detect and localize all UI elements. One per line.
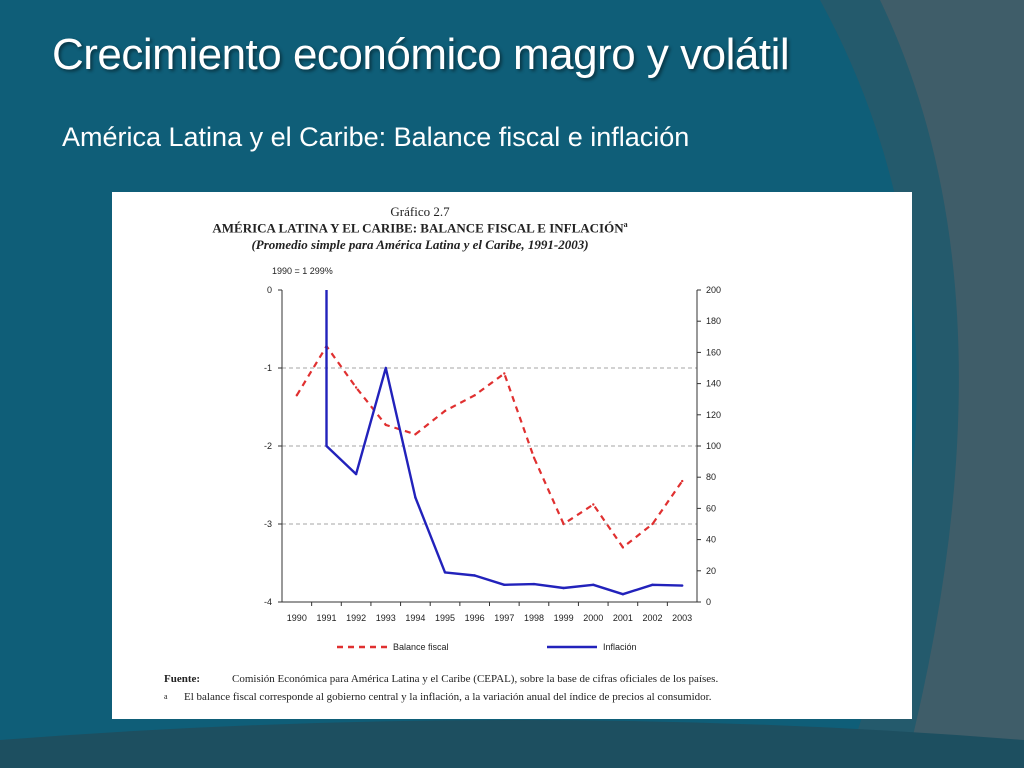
legend-label-inflacion: Inflación (603, 642, 637, 652)
left-tick-label: -2 (264, 441, 272, 451)
x-tick-label: 1998 (524, 613, 544, 623)
right-tick-label: 120 (706, 410, 721, 420)
source-line: Fuente: Comisión Económica para América L… (164, 670, 884, 688)
x-tick-label: 1999 (554, 613, 574, 623)
footnote-marker: a (164, 692, 168, 701)
right-tick-label: 60 (706, 503, 716, 513)
figure-subtitle: (Promedio simple para América Latina y e… (251, 237, 589, 252)
figure-number: Gráfico 2.7 (390, 204, 450, 219)
chart-plot: 0-1-2-3-42001801601401201008060402001990… (264, 285, 721, 652)
data-point-inflacion (325, 444, 328, 448)
right-tick-label: 80 (706, 472, 716, 482)
data-point-inflacion (592, 583, 595, 586)
x-tick-label: 1996 (465, 613, 485, 623)
source-text: Comisión Económica para América Latina y… (232, 673, 719, 685)
data-point-balance-fiscal (503, 372, 506, 375)
data-point-balance-fiscal (354, 386, 358, 389)
data-point-balance-fiscal (414, 433, 417, 436)
figure-title-marker: a (623, 220, 628, 229)
x-tick-label: 2002 (643, 613, 663, 623)
footnote-text: El balance fiscal corresponde al gobiern… (184, 691, 712, 703)
right-tick-label: 160 (706, 347, 721, 357)
right-tick-label: 40 (706, 535, 716, 545)
data-point-inflacion (354, 472, 358, 476)
left-tick-label: -4 (264, 597, 272, 607)
x-tick-label: 1995 (435, 613, 455, 623)
left-tick-label: -3 (264, 519, 272, 529)
data-point-inflacion (503, 583, 506, 586)
data-point-balance-fiscal (621, 546, 625, 549)
x-tick-label: 2000 (583, 613, 603, 623)
right-tick-label: 180 (706, 316, 721, 326)
data-point-inflacion (562, 586, 565, 590)
x-tick-label: 1993 (376, 613, 396, 623)
data-point-balance-fiscal (295, 394, 298, 397)
x-tick-label: 1991 (316, 613, 336, 623)
data-point-balance-fiscal (651, 522, 654, 526)
data-point-balance-fiscal (443, 409, 447, 413)
x-tick-label: 2001 (613, 613, 633, 623)
data-point-inflacion (621, 593, 625, 596)
legend-label-balance-fiscal: Balance fiscal (393, 642, 449, 652)
right-tick-label: 200 (706, 285, 721, 295)
figure-source: Fuente: Comisión Económica para América L… (164, 670, 884, 706)
slide-title: Crecimiento económico magro y volátil (52, 30, 790, 79)
data-point-inflacion (414, 496, 417, 499)
right-tick-label: 100 (706, 441, 721, 451)
slide-subtitle: América Latina y el Caribe: Balance fisc… (62, 122, 690, 152)
chart-figure: Gráfico 2.7 AMÉRICA LATINA Y EL CARIBE: … (112, 192, 912, 719)
series-line-inflacion (325, 290, 683, 596)
data-point-balance-fiscal (532, 456, 536, 459)
inflation-1990-note: 1990 = 1 299% (272, 266, 333, 276)
data-point-balance-fiscal (681, 479, 684, 483)
figure-title: AMÉRICA LATINA Y EL CARIBE: BALANCE FISC… (112, 220, 728, 236)
data-point-inflacion (384, 366, 387, 370)
source-label: Fuente: (164, 673, 201, 685)
data-point-inflacion (532, 582, 536, 586)
data-point-inflacion (651, 583, 654, 586)
data-point-balance-fiscal (562, 522, 565, 526)
x-tick-label: 1994 (405, 613, 425, 623)
data-point-balance-fiscal (384, 423, 387, 427)
series-line-balance-fiscal (295, 345, 684, 549)
right-tick-label: 20 (706, 566, 716, 576)
data-point-balance-fiscal (473, 394, 476, 397)
right-tick-label: 0 (706, 597, 711, 607)
data-point-inflacion (443, 571, 447, 574)
left-tick-label: 0 (267, 285, 272, 295)
footnote-line: a El balance fiscal corresponde al gobier… (164, 688, 884, 706)
x-tick-label: 2003 (672, 613, 692, 623)
left-tick-label: -1 (264, 363, 272, 373)
data-point-inflacion (681, 584, 684, 587)
right-tick-label: 140 (706, 379, 721, 389)
data-point-inflacion (473, 574, 476, 577)
x-tick-label: 1990 (287, 613, 307, 623)
data-point-balance-fiscal (592, 503, 595, 506)
x-tick-label: 1992 (346, 613, 366, 623)
x-tick-label: 1997 (494, 613, 514, 623)
figure-title-text: AMÉRICA LATINA Y EL CARIBE: BALANCE FISC… (212, 220, 624, 236)
